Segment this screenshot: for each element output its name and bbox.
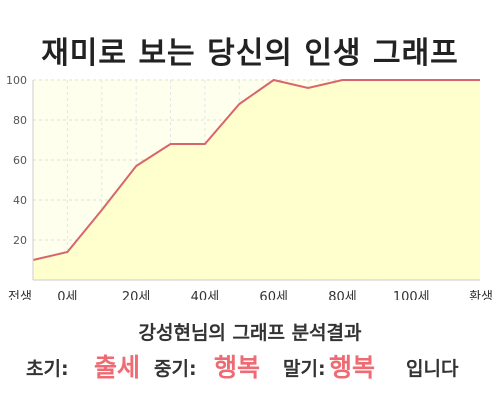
x-tick-label: 100세 [393, 290, 430, 300]
y-tick-label: 100 [6, 74, 27, 87]
middle-label: 중기: [154, 358, 197, 380]
x-tick-label: 60세 [259, 290, 288, 300]
y-tick-label: 80 [13, 114, 27, 127]
early-label: 초기: [26, 358, 69, 380]
y-tick-label: 20 [13, 234, 27, 247]
middle-value: 행복 [214, 353, 261, 382]
life-graph-chart: 20 40 60 80 100 전생 0세 20세 40세 60세 80세 100세 환생 [6, 74, 493, 300]
y-axis-ticks: 20 40 60 80 100 [6, 74, 27, 247]
late-value: 행복 [329, 353, 376, 382]
x-tick-label: 0세 [57, 290, 77, 300]
analysis-subtitle: 강성현님의 그래프 분석결과 [138, 322, 362, 344]
ending-text: 입니다 [406, 358, 459, 380]
page-title: 재미로 보는 당신의 인생 그래프 [41, 36, 459, 71]
x-tick-label: 20세 [122, 290, 151, 300]
series-line [32, 78, 480, 261]
x-tick-label: 전생 [8, 290, 32, 300]
late-label: 말기: [283, 358, 326, 380]
x-axis-ticks: 전생 0세 20세 40세 60세 80세 100세 환생 [8, 290, 493, 300]
early-value: 출세 [94, 353, 141, 382]
x-tick-label: 80세 [328, 290, 357, 300]
x-tick-label: 40세 [191, 290, 220, 300]
y-tick-label: 40 [13, 194, 27, 207]
area-fill [33, 80, 480, 280]
x-tick-label: 환생 [469, 290, 493, 300]
y-tick-label: 60 [13, 154, 27, 167]
